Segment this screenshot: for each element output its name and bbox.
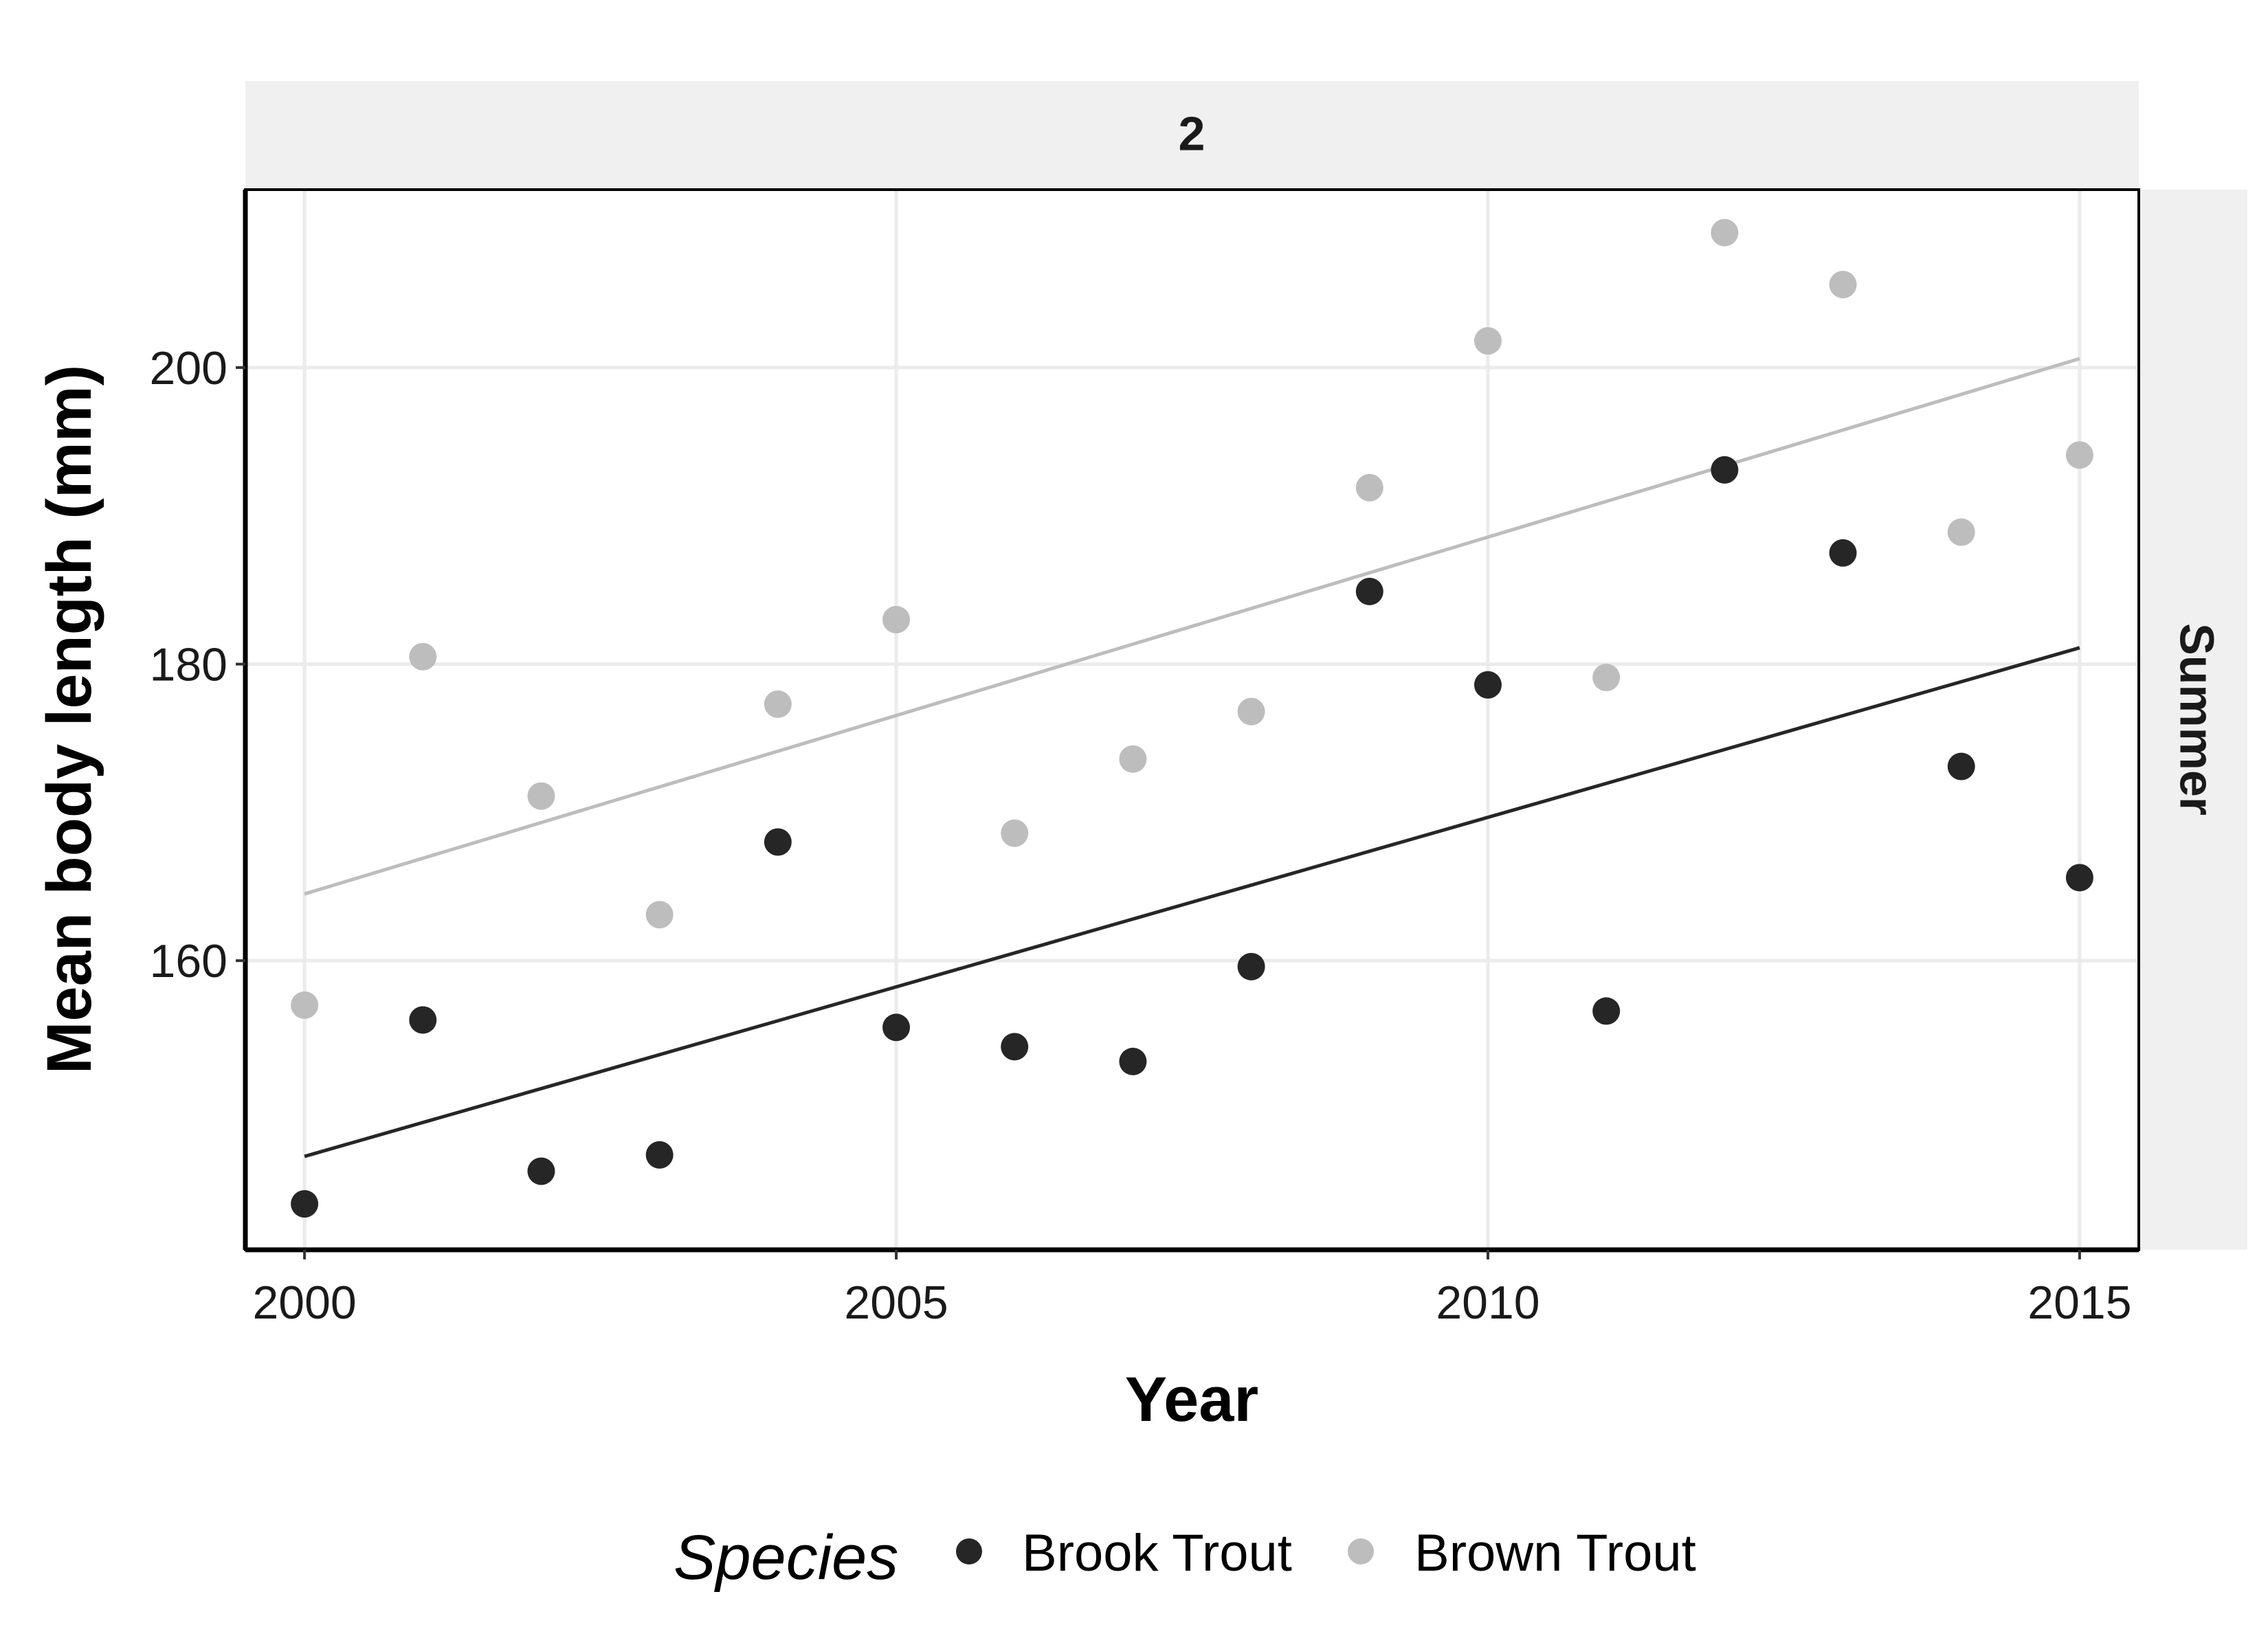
point-brook-trout-2002 — [527, 1157, 555, 1185]
x-axis-title: Year — [1125, 1365, 1258, 1435]
point-brown-trout-2010 — [1474, 327, 1502, 355]
legend-key-brook-trout — [956, 1538, 982, 1564]
x-tick-label-2000: 2000 — [252, 1277, 356, 1329]
legend: Species Brook Trout Brown Trout — [674, 1523, 1696, 1593]
y-tick-label-180: 180 — [150, 639, 227, 691]
point-brook-trout-2008 — [1237, 952, 1265, 980]
point-brown-trout-2005 — [882, 605, 911, 633]
point-brook-trout-2000 — [291, 1190, 319, 1218]
trend-line-brook-trout — [304, 646, 2080, 1158]
x-tick-label-2005: 2005 — [844, 1277, 948, 1329]
point-brook-trout-2003 — [645, 1141, 674, 1169]
facet-strip-top — [245, 81, 2139, 190]
point-brook-trout-2010 — [1474, 671, 1502, 699]
point-brown-trout-2007 — [1119, 745, 1147, 773]
point-brown-trout-2012 — [1711, 218, 1739, 247]
trend-lines — [304, 357, 2080, 1158]
legend-title: Species — [674, 1523, 898, 1593]
data-points — [291, 218, 2093, 1218]
point-brown-trout-2001 — [409, 642, 437, 671]
grid-lines — [245, 190, 2139, 1250]
point-brown-trout-2000 — [291, 991, 319, 1019]
point-brook-trout-2001 — [409, 1006, 437, 1034]
point-brook-trout-2012 — [1711, 456, 1739, 484]
x-tick-label-2010: 2010 — [1436, 1277, 1539, 1329]
facet-strip-right — [2139, 190, 2247, 1250]
point-brown-trout-2003 — [645, 901, 674, 929]
x-tick-label-2015: 2015 — [2027, 1277, 2131, 1329]
y-axis-title: Mean body length (mm) — [34, 365, 104, 1074]
y-axis-ticks: 160 180 200 — [150, 342, 245, 987]
point-brook-trout-2013 — [1829, 539, 1857, 567]
point-brown-trout-2006 — [1001, 819, 1029, 847]
point-brook-trout-2014 — [1947, 752, 1975, 781]
point-brook-trout-2005 — [882, 1013, 911, 1042]
point-brown-trout-2004 — [764, 690, 792, 718]
point-brown-trout-2009 — [1355, 473, 1383, 502]
legend-label-brown-trout: Brown Trout — [1414, 1524, 1696, 1582]
point-brown-trout-2015 — [2065, 441, 2093, 469]
point-brown-trout-2014 — [1947, 518, 1975, 546]
point-brown-trout-2002 — [527, 782, 555, 810]
point-brook-trout-2007 — [1119, 1047, 1147, 1075]
point-brook-trout-2006 — [1001, 1033, 1029, 1061]
facet-strip-top-label: 2 — [1179, 106, 1205, 160]
facet-strip-right-label: Summer — [2170, 623, 2224, 816]
point-brown-trout-2011 — [1592, 663, 1621, 691]
point-brook-trout-2011 — [1592, 997, 1621, 1025]
y-tick-label-160: 160 — [150, 935, 227, 987]
legend-key-brown-trout — [1348, 1538, 1374, 1564]
legend-label-brook-trout: Brook Trout — [1022, 1524, 1292, 1582]
point-brown-trout-2008 — [1237, 697, 1265, 726]
trend-line-brown-trout — [304, 357, 2080, 896]
point-brook-trout-2009 — [1355, 577, 1383, 605]
x-axis-ticks: 2000 2005 2010 2015 — [252, 1250, 2132, 1329]
point-brown-trout-2013 — [1829, 271, 1857, 299]
y-tick-label-200: 200 — [150, 342, 227, 394]
point-brook-trout-2004 — [764, 828, 792, 856]
point-brook-trout-2015 — [2065, 864, 2093, 892]
